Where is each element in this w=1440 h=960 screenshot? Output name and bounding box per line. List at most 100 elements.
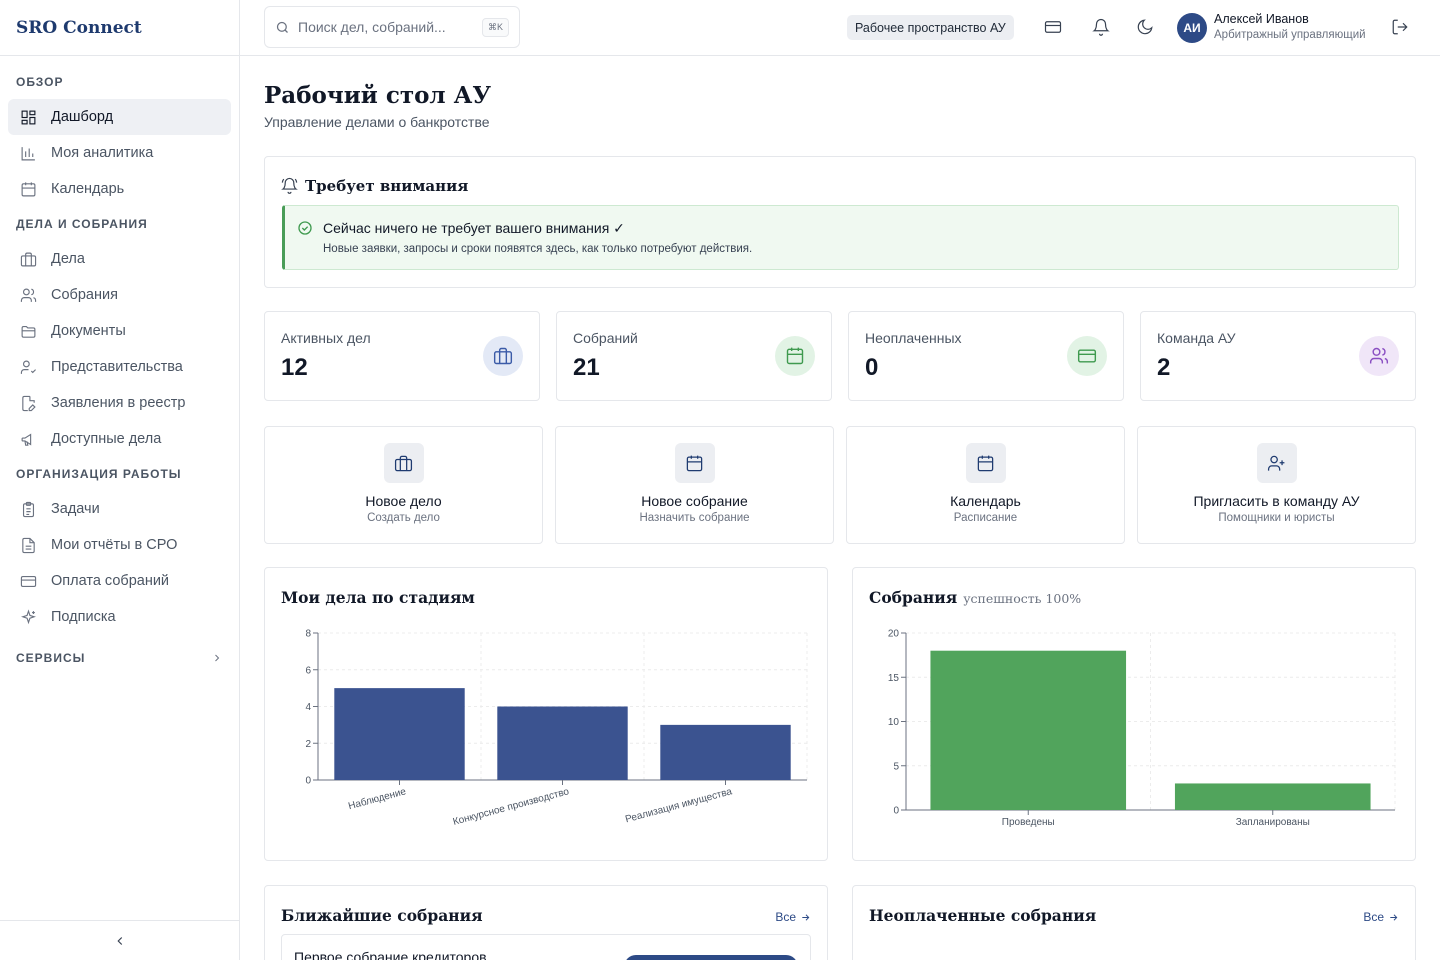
nav-section-title: ДЕЛА И СОБРАНИЯ <box>16 217 148 231</box>
quick-action-calendar[interactable]: Календарь Расписание <box>846 426 1125 544</box>
stat-card-meetings[interactable]: Собраний 21 <box>556 311 832 401</box>
brand-logo[interactable]: SRO Connect <box>0 0 239 56</box>
alert-text: Новые заявки, запросы и сроки появятся з… <box>323 243 753 255</box>
quick-action-title: Календарь <box>950 493 1021 509</box>
meetings-chart: 0 5 10 15 20 Проведены Запланированы <box>888 629 1396 828</box>
arrow-right-icon <box>1390 913 1398 921</box>
quick-action-title: Новое дело <box>365 493 442 509</box>
sidebar-item-label: Доступные дела <box>51 431 162 447</box>
stat-value: 12 <box>281 354 308 381</box>
sidebar-item-cases[interactable]: Дела <box>8 241 231 277</box>
sidebar-item-label: Моя аналитика <box>51 145 154 161</box>
y-tick-label: 10 <box>888 717 900 728</box>
user-role: Арбитражный управляющий <box>1214 29 1366 41</box>
unpaid-all-link[interactable]: Все <box>1363 910 1399 924</box>
sidebar-item-subscription[interactable]: Подписка <box>8 599 231 635</box>
users-icon <box>1369 347 1389 364</box>
check-circle-icon <box>298 221 312 235</box>
quick-action-subtitle: Расписание <box>953 512 1018 524</box>
sidebar-nav: ОБЗОР Дашборд Моя аналитика Календарь ДЕ… <box>0 56 239 675</box>
chevron-right-icon <box>215 654 220 662</box>
user-name: Алексей Иванов <box>1214 12 1309 26</box>
sparkles-icon <box>21 608 36 624</box>
chart-card-cases-by-stage: Мои дела по стадиям 0 2 4 6 8 Наблюдение Конку… <box>264 567 828 861</box>
chart-subtitle: успешность 100% <box>963 591 1082 606</box>
logout-icon[interactable] <box>1391 18 1409 36</box>
chart-title-row: Собрания успешность 100% <box>869 588 1081 607</box>
upcoming-meetings-card: Ближайшие собрания Все Первое собрание к… <box>264 885 828 960</box>
sidebar-item-registry-applications[interactable]: Заявления в реестр <box>8 385 231 421</box>
stat-icon-bg <box>1067 336 1107 376</box>
page-subtitle: Управление делами о банкротстве <box>264 114 490 130</box>
bell-icon[interactable] <box>1092 18 1110 36</box>
sidebar-item-available-cases[interactable]: Доступные дела <box>8 421 231 457</box>
megaphone-icon <box>21 433 32 446</box>
dashboard-icon <box>21 110 36 124</box>
quick-action-invite-team[interactable]: Пригласить в команду АУ Помощники и юрис… <box>1137 426 1416 544</box>
sidebar-item-calendar[interactable]: Календарь <box>8 171 231 207</box>
sidebar-item-dashboard[interactable]: Дашборд <box>8 99 231 135</box>
alert-title: Сейчас ничего не требует вашего внимания… <box>323 220 625 236</box>
chevron-left-icon <box>116 936 122 945</box>
briefcase-icon <box>493 347 513 365</box>
sidebar-item-label: Собрания <box>51 287 118 303</box>
calendar-icon <box>686 455 703 471</box>
report-icon <box>22 537 35 553</box>
stat-card-team[interactable]: Команда АУ 2 <box>1140 311 1416 401</box>
sidebar-item-label: Календарь <box>51 181 125 197</box>
sidebar-item-label: Документы <box>51 323 126 339</box>
y-tick-label: 6 <box>305 665 311 676</box>
sidebar-item-tasks[interactable]: Задачи <box>8 491 231 527</box>
sidebar-item-analytics[interactable]: Моя аналитика <box>8 135 231 171</box>
bell-ring-icon <box>281 177 298 194</box>
sidebar-item-representations[interactable]: Представительства <box>8 349 231 385</box>
sidebar-item-meeting-payments[interactable]: Оплата собраний <box>8 563 231 599</box>
upcoming-all-link[interactable]: Все <box>775 910 811 924</box>
sidebar-item-label: Задачи <box>51 501 100 517</box>
collapse-sidebar-button[interactable] <box>0 920 239 960</box>
user-plus-icon <box>1267 455 1285 471</box>
sidebar-item-label: Дашборд <box>51 109 114 125</box>
sidebar-item-label: Мои отчёты в СРО <box>51 537 178 553</box>
sidebar-item-documents[interactable]: Документы <box>8 313 231 349</box>
sidebar-item-label: Оплата собраний <box>51 573 170 589</box>
stat-value: 2 <box>1157 354 1171 381</box>
x-tick-label: Реализация имущества <box>624 786 734 825</box>
avatar[interactable]: АИ <box>1177 13 1207 43</box>
quick-action-new-meeting[interactable]: Новое собрание Назначить собрание <box>555 426 834 544</box>
attention-card: Требует внимания Сейчас ничего не требуе… <box>264 156 1416 288</box>
bar <box>497 706 628 780</box>
nav-section-services[interactable]: СЕРВИСЫ <box>0 641 239 675</box>
stat-label: Собраний <box>573 330 638 346</box>
all-link-label: Все <box>1363 910 1384 924</box>
stat-icon-bg <box>1359 336 1399 376</box>
quick-action-new-case[interactable]: Новое дело Создать дело <box>264 426 543 544</box>
meeting-name: Первое собрание кредиторов <box>294 949 487 960</box>
sidebar-item-meetings[interactable]: Собрания <box>8 277 231 313</box>
stat-icon-bg <box>775 336 815 376</box>
arrow-right-icon <box>802 913 810 921</box>
bar <box>1174 783 1371 810</box>
moon-icon[interactable] <box>1136 18 1154 36</box>
search-placeholder: Поиск дел, собраний... <box>298 19 446 35</box>
list-item[interactable]: Первое собрание кредиторов <box>281 934 811 960</box>
search-shortcut: ⌘K <box>481 17 509 37</box>
search-input[interactable]: Поиск дел, собраний... ⌘K <box>264 6 520 48</box>
sidebar-item-sro-reports[interactable]: Мои отчёты в СРО <box>8 527 231 563</box>
users-icon <box>20 288 37 302</box>
workspace-badge[interactable]: Рабочее пространство АУ <box>847 15 1014 40</box>
upcoming-meetings-title: Ближайшие собрания <box>281 906 483 925</box>
nav-section-overview: ОБЗОР <box>0 65 239 99</box>
credit-card-icon[interactable] <box>1044 18 1062 36</box>
stat-card-unpaid[interactable]: Неоплаченных 0 <box>848 311 1124 401</box>
y-tick-label: 2 <box>305 739 311 750</box>
stat-value: 21 <box>573 354 600 381</box>
sidebar-item-label: Дела <box>51 251 85 267</box>
calendar-icon <box>21 181 36 196</box>
sidebar-item-label: Подписка <box>51 609 116 625</box>
calendar-icon <box>977 455 994 471</box>
chart-card-meetings: Собрания успешность 100% 0 5 10 15 20 Проведен… <box>852 567 1416 861</box>
stat-card-active-cases[interactable]: Активных дел 12 <box>264 311 540 401</box>
quick-action-icon-bg <box>674 443 715 483</box>
top-header: Поиск дел, собраний... ⌘K Рабочее простр… <box>240 0 1440 56</box>
